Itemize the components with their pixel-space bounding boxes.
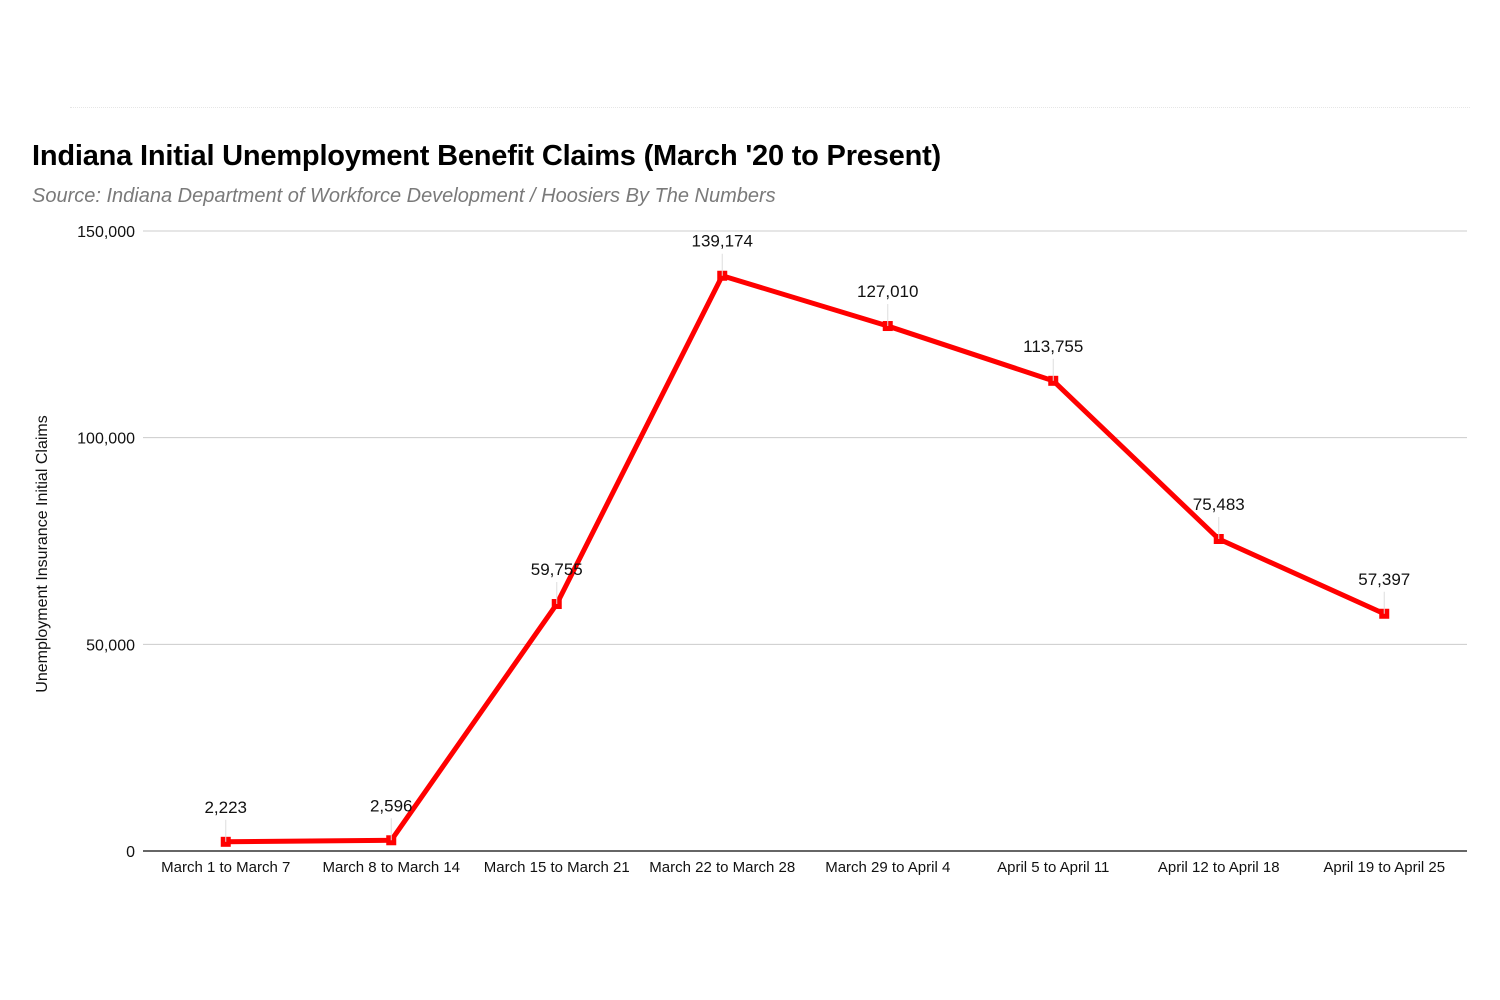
y-tick-label-0: 0 xyxy=(126,844,135,861)
gridlines xyxy=(143,230,1467,645)
chart-subtitle: Source: Indiana Department of Workforce … xyxy=(32,185,776,207)
series-claims xyxy=(220,270,1390,847)
data-label-1: 2,596 xyxy=(370,796,413,815)
data-label-6: 75,483 xyxy=(1193,495,1245,514)
data-label-5: 113,755 xyxy=(1023,337,1083,356)
y-tick-label-3: 150,000 xyxy=(77,224,135,241)
x-axis: March 1 to March 7 March 8 to March 14 Mar… xyxy=(143,850,1467,876)
y-tick-label-2: 100,000 xyxy=(77,431,135,448)
top-divider xyxy=(70,107,1470,108)
y-axis-title: Unemployment Insurance Initial Claims xyxy=(34,415,51,692)
x-tick-label-6: April 12 to April 18 xyxy=(1158,859,1280,876)
data-label-0: 2,223 xyxy=(204,798,247,817)
data-label-4: 127,010 xyxy=(857,282,918,301)
data-label-7: 57,397 xyxy=(1358,570,1410,589)
y-tick-label-1: 50,000 xyxy=(86,637,135,654)
chart-title: Indiana Initial Unemployment Benefit Cla… xyxy=(32,140,941,172)
x-tick-label-5: April 5 to April 11 xyxy=(997,859,1109,876)
x-tick-label-7: April 19 to April 25 xyxy=(1323,859,1445,876)
data-label-3: 139,174 xyxy=(692,232,753,251)
x-tick-label-2: March 15 to March 21 xyxy=(484,859,630,876)
series-line xyxy=(223,273,1387,845)
x-tick-label-3: March 22 to March 28 xyxy=(649,859,795,876)
x-tick-label-1: March 8 to March 14 xyxy=(322,859,460,876)
x-tick-label-4: March 29 to April 4 xyxy=(825,859,950,876)
data-labels: 2,223 2,596 59,755 139,174 127,010 113,755 75,… xyxy=(204,232,1410,842)
x-tick-label-0: March 1 to March 7 xyxy=(161,859,290,876)
data-label-2: 59,755 xyxy=(531,560,583,579)
y-axis: 0 50,000 100,000 150,000 Unemployment Insura… xyxy=(34,224,135,861)
